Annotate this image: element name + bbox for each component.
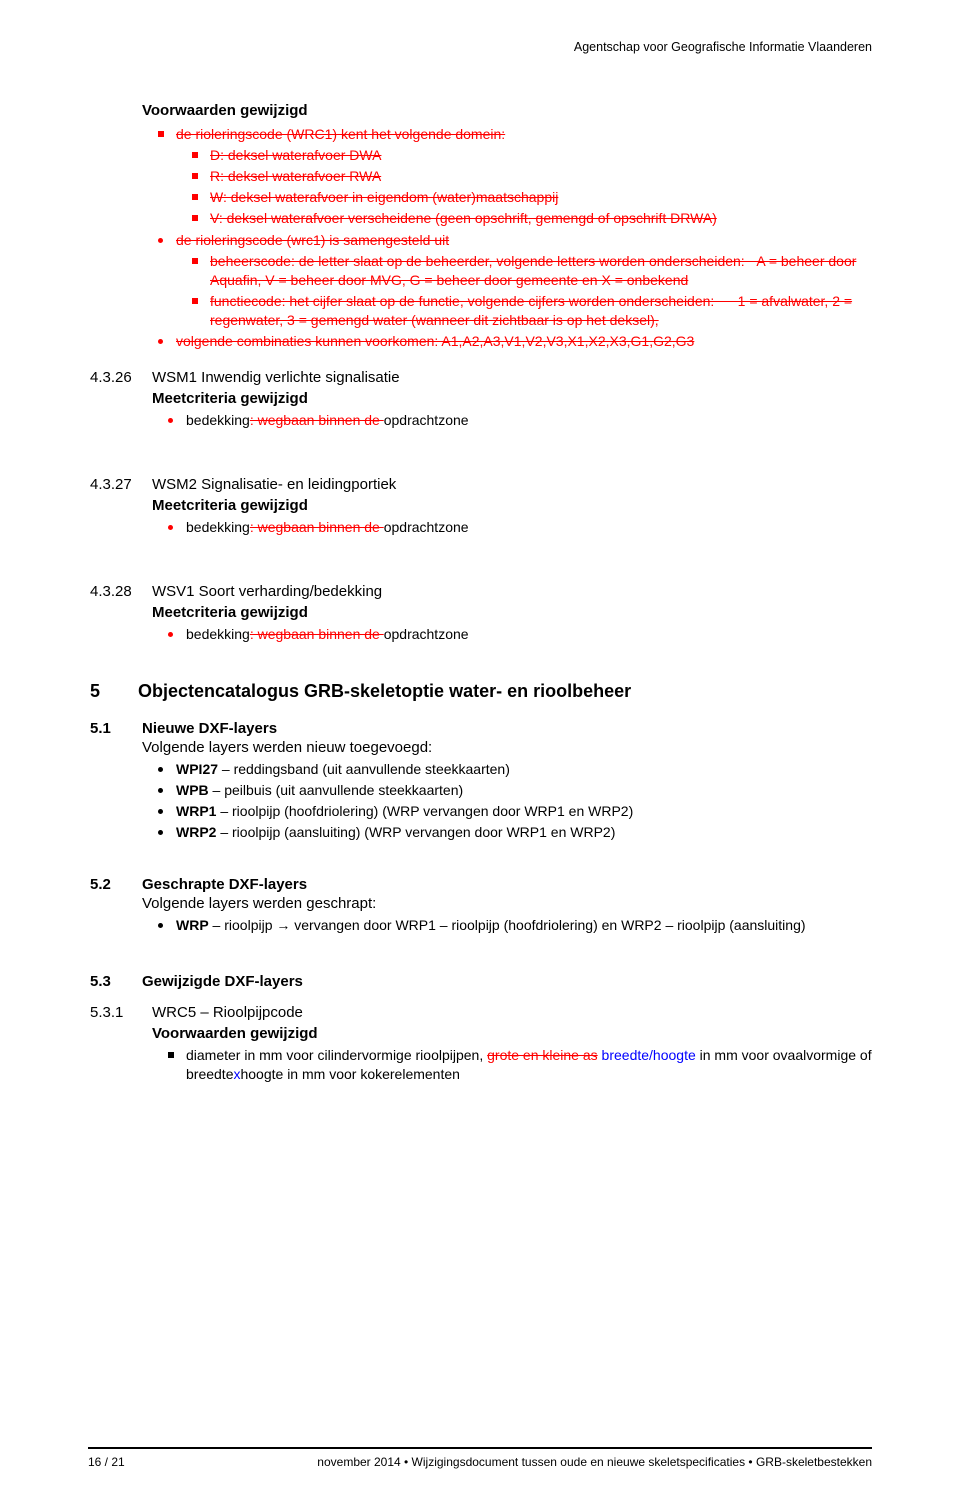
section-4-3-27: 4.3.27 WSM2 Signalisatie- en leidingport…	[90, 476, 872, 539]
voorwaarden-samengesteld: de rioleringscode (wrc1) is samengesteld…	[142, 231, 872, 350]
footer-right: november 2014 • Wijzigingsdocument tusse…	[317, 1455, 872, 1469]
combinaties: volgende combinaties kunnen voorkomen: A…	[142, 332, 872, 351]
title-5-3: Gewijzigde DXF-layers	[142, 973, 872, 990]
item-5-1-1: WPB – peilbuis (uit aanvullende steekkaa…	[142, 781, 872, 800]
section-4-3-26: 4.3.26 WSM1 Inwendig verlichte signalisa…	[90, 369, 872, 432]
voorwaarden-intro: de rioleringscode (WRC1) kent het volgen…	[142, 125, 872, 227]
title-5-2: Geschrapte DXF-layers	[142, 876, 872, 893]
voorwaarden-intro-list: de rioleringscode (WRC1) kent het volgen…	[142, 125, 872, 227]
functiecode: functiecode: het cijfer slaat op de func…	[176, 292, 872, 330]
section-5-2: 5.2 Geschrapte DXF-layers Volgende layer…	[90, 876, 872, 937]
sub-5-3-1: Voorwaarden gewijzigd	[152, 1025, 872, 1042]
bullets-4-3-26: bedekking: wegbaan binnen de opdrachtzon…	[152, 411, 872, 430]
page-footer: 16 / 21 november 2014 • Wijzigingsdocume…	[88, 1447, 872, 1469]
num-4-3-27: 4.3.27	[90, 476, 138, 539]
item-5-1-0: WPI27 – reddingsband (uit aanvullende st…	[142, 760, 872, 779]
list-5-2: WRP – rioolpijp → vervangen door WRP1 – …	[142, 916, 872, 935]
voorwaarden-block: Voorwaarden gewijzigd de rioleringscode …	[142, 102, 872, 351]
voorwaarden-title: Voorwaarden gewijzigd	[142, 102, 872, 119]
sub-4-3-28: Meetcriteria gewijzigd	[152, 604, 872, 621]
samengesteld-line: de rioleringscode (wrc1) is samengesteld…	[142, 231, 872, 329]
beheerscode: beheerscode: de letter slaat op de behee…	[176, 252, 872, 290]
list-5-3-1: diameter in mm voor cilindervormige rioo…	[152, 1046, 872, 1084]
section-5-1: 5.1 Nieuwe DXF-layers Volgende layers we…	[90, 720, 872, 844]
num-5: 5	[90, 681, 114, 702]
title-5: Objectencatalogus GRB-skeletoptie water-…	[138, 681, 631, 702]
section-4-3-28: 4.3.28 WSV1 Soort verharding/bedekking M…	[90, 583, 872, 646]
num-4-3-26: 4.3.26	[90, 369, 138, 432]
page: Agentschap voor Geografische Informatie …	[0, 0, 960, 1086]
section-5-3-1: 5.3.1 WRC5 – Rioolpijpcode Voorwaarden g…	[90, 1004, 872, 1086]
domein-d: D: deksel waterafvoer DWA	[176, 146, 872, 165]
title-5-1: Nieuwe DXF-layers	[142, 720, 872, 737]
header-org: Agentschap voor Geografische Informatie …	[90, 40, 872, 54]
item-5-3-1: diameter in mm voor cilindervormige rioo…	[152, 1046, 872, 1084]
intro-5-2: Volgende layers werden geschrapt:	[142, 895, 872, 912]
list-5-1: WPI27 – reddingsband (uit aanvullende st…	[142, 760, 872, 842]
title-4-3-26: WSM1 Inwendig verlichte signalisatie	[152, 369, 872, 386]
bullets-4-3-27: bedekking: wegbaan binnen de opdrachtzon…	[152, 518, 872, 537]
sub-4-3-26: Meetcriteria gewijzigd	[152, 390, 872, 407]
domein-v: V: deksel waterafvoer verscheidene (geen…	[176, 209, 872, 228]
bullets-4-3-28: bedekking: wegbaan binnen de opdrachtzon…	[152, 625, 872, 644]
title-4-3-27: WSM2 Signalisatie- en leidingportiek	[152, 476, 872, 493]
title-5-3-1: WRC5 – Rioolpijpcode	[152, 1004, 872, 1021]
title-4-3-28: WSV1 Soort verharding/bedekking	[152, 583, 872, 600]
num-4-3-28: 4.3.28	[90, 583, 138, 646]
samengesteld-sub: beheerscode: de letter slaat op de behee…	[176, 252, 872, 330]
section-5: 5 Objectencatalogus GRB-skeletoptie wate…	[90, 681, 872, 702]
domein-w: W: deksel waterafvoer in eigendom (water…	[176, 188, 872, 207]
footer-left: 16 / 21	[88, 1455, 125, 1469]
bullet-4-3-26: bedekking: wegbaan binnen de opdrachtzon…	[152, 411, 872, 430]
section-5-3: 5.3 Gewijzigde DXF-layers	[90, 973, 872, 990]
item-5-2-0: WRP – rioolpijp → vervangen door WRP1 – …	[142, 916, 872, 935]
num-5-3-1: 5.3.1	[90, 1004, 138, 1086]
num-5-1: 5.1	[90, 720, 126, 844]
item-5-1-2: WRP1 – rioolpijp (hoofdriolering) (WRP v…	[142, 802, 872, 821]
num-5-3: 5.3	[90, 973, 126, 990]
bullet-4-3-27: bedekking: wegbaan binnen de opdrachtzon…	[152, 518, 872, 537]
num-5-2: 5.2	[90, 876, 126, 937]
intro-5-1: Volgende layers werden nieuw toegevoegd:	[142, 739, 872, 756]
item-5-1-3: WRP2 – rioolpijp (aansluiting) (WRP verv…	[142, 823, 872, 842]
sub-4-3-27: Meetcriteria gewijzigd	[152, 497, 872, 514]
voorwaarden-domein-list: D: deksel waterafvoer DWA R: deksel wate…	[176, 146, 872, 228]
domein-r: R: deksel waterafvoer RWA	[176, 167, 872, 186]
bullet-4-3-28: bedekking: wegbaan binnen de opdrachtzon…	[152, 625, 872, 644]
